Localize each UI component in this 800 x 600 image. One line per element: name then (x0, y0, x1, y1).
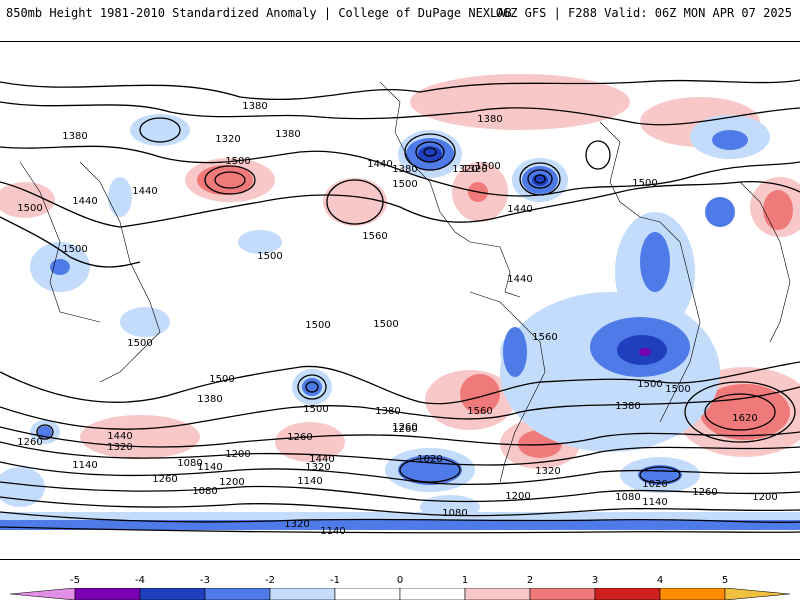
contour-label: 1500 (305, 320, 330, 331)
contour-label: 1500 (665, 384, 690, 395)
contour-label: 1260 (17, 437, 42, 448)
contour-label: 1320 (462, 164, 487, 175)
contour-label: 1320 (452, 164, 477, 175)
colorbar-tick-label: 3 (591, 575, 599, 586)
contour-label: 1440 (507, 204, 532, 215)
contour-label: 1500 (62, 244, 87, 255)
contour-label: 1500 (127, 338, 152, 349)
contour-label: 1440 (132, 186, 157, 197)
anomaly-colorbar (10, 588, 790, 600)
map-title: 850mb Height 1981-2010 Standardized Anom… (6, 6, 512, 20)
contour-label: 1140 (72, 460, 97, 471)
contour-label: 1500 (475, 161, 500, 172)
contour-label: 1260 (692, 487, 717, 498)
anomaly-shading (0, 74, 800, 559)
colorbar-tick-label: -5 (70, 575, 80, 586)
contour-label: 1560 (362, 231, 387, 242)
contour-label: 1200 (225, 449, 250, 460)
contour-label: 1320 (215, 134, 240, 145)
colorbar-tick-label: -2 (265, 575, 275, 586)
colorbar-tick-label: -1 (330, 575, 340, 586)
colorbar-segment (724, 588, 790, 600)
contour-label: 1560 (532, 332, 557, 343)
contour-label: 1500 (392, 179, 417, 190)
contour-label: 1500 (225, 156, 250, 167)
colorbar-tick-label: 4 (656, 575, 664, 586)
contour-label: 1440 (107, 431, 132, 442)
colorbar-segment (334, 588, 401, 600)
contour-label: 1320 (284, 519, 309, 530)
contour-label: 1380 (242, 101, 267, 112)
anomaly-map: 1380138013201380150014401380132015001380… (0, 74, 800, 559)
contour-label: 1200 (219, 477, 244, 488)
contour-label: 1020 (417, 454, 442, 465)
contour-label: 1380 (615, 401, 640, 412)
contour-label: 1500 (17, 203, 42, 214)
contour-label: 1080 (192, 486, 217, 497)
contour-label: 1080 (615, 492, 640, 503)
contour-label: 1140 (320, 526, 345, 537)
contour-label: 1200 (505, 491, 530, 502)
contour-label: 1440 (367, 159, 392, 170)
colorbar-segment (74, 588, 141, 600)
contour-label: 1440 (507, 274, 532, 285)
contour-label: 1260 (392, 424, 417, 435)
contour-label: 1500 (637, 379, 662, 390)
colorbar-tick-label: 1 (461, 575, 469, 586)
colorbar-segment (139, 588, 206, 600)
colorbar-tick-label: 2 (526, 575, 534, 586)
model-run-title: 06Z GFS | F288 Valid: 06Z MON APR 07 202… (495, 6, 792, 20)
contour-label: 1380 (375, 406, 400, 417)
colorbar-segment (269, 588, 336, 600)
contour-label: 1200 (752, 492, 777, 503)
contour-label: 1140 (297, 476, 322, 487)
contour-label: 1380 (392, 164, 417, 175)
contour-label: 1260 (152, 474, 177, 485)
colorbar-tick-label: 5 (721, 575, 729, 586)
contour-label: 1080 (177, 458, 202, 469)
contour-label: 1440 (72, 196, 97, 207)
colorbar-segment (594, 588, 661, 600)
contour-label: 1260 (392, 422, 417, 433)
colorbar-segment (529, 588, 596, 600)
contour-label: 1020 (642, 479, 667, 490)
contour-label: 1380 (197, 394, 222, 405)
contour-label: 1500 (303, 404, 328, 415)
colorbar-segment (659, 588, 726, 600)
colorbar-segment (464, 588, 531, 600)
colorbar-tick-label: 0 (396, 575, 404, 586)
contour-label: 1440 (309, 454, 334, 465)
contour-label: 1560 (467, 406, 492, 417)
contour-label: 1320 (107, 442, 132, 453)
colorbar-tick-label: -4 (135, 575, 145, 586)
contour-label: 1380 (62, 131, 87, 142)
colorbar-tick-label: -3 (200, 575, 210, 586)
contour-label: 1320 (535, 466, 560, 477)
height-contours (0, 79, 800, 534)
colorbar-segment (399, 588, 466, 600)
map-panel: 1380138013201380150014401380132015001380… (0, 41, 800, 560)
contour-label: 1140 (642, 497, 667, 508)
contour-label: 1320 (305, 462, 330, 473)
colorbar-segment (10, 588, 76, 600)
contour-label: 1500 (209, 374, 234, 385)
contour-label: 1380 (477, 114, 502, 125)
contour-label: 1500 (373, 319, 398, 330)
contour-label: 1620 (732, 413, 757, 424)
contour-label: 1260 (287, 432, 312, 443)
contour-label: 1080 (442, 508, 467, 519)
colorbar-segment (204, 588, 271, 600)
contour-label: 1380 (275, 129, 300, 140)
contour-label: 1500 (257, 251, 282, 262)
contour-label: 1140 (197, 462, 222, 473)
contour-labels: 1380138013201380150014401380132015001380… (17, 101, 777, 537)
contour-label: 1500 (632, 178, 657, 189)
